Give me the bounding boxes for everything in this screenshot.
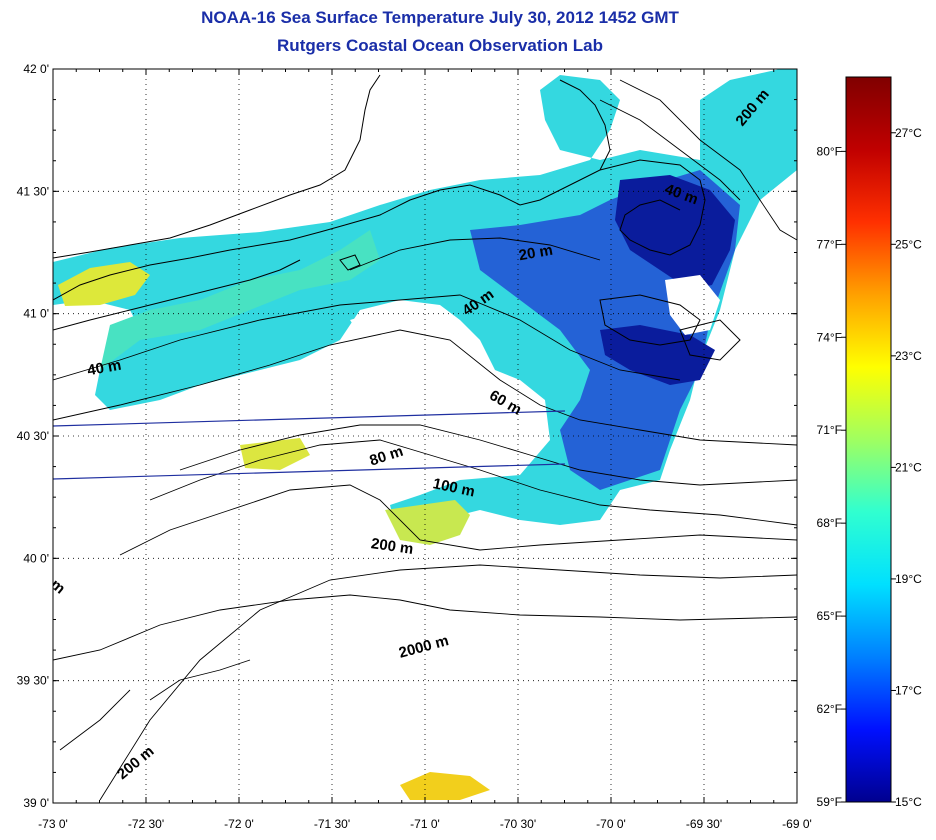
coastline-cape-cod (599, 159, 706, 256)
lon-tick-label: -70 0' (596, 817, 626, 831)
lon-tick-label: -71 0' (410, 817, 440, 831)
lon-tick-label: -73 0' (38, 817, 68, 831)
sst-patch-aqua (100, 230, 380, 370)
fahrenheit-label: 77°F (817, 237, 842, 251)
celsius-label: 17°C (895, 683, 922, 697)
sst-patch-cold-south (600, 325, 715, 385)
sst-patch-cloud-gap-2 (665, 275, 720, 335)
coastline-long-island (53, 224, 346, 331)
contour-line-200m-slope (99, 564, 797, 801)
lon-tick-label: -72 30' (128, 817, 164, 831)
map-subtitle: Rutgers Coastal Ocean Observation Lab (277, 36, 603, 55)
celsius-label: 27°C (895, 126, 922, 140)
contour-line-canyon (59, 659, 251, 751)
contour-line-80m (179, 424, 797, 486)
coastline-rhode-island-mass (344, 79, 611, 226)
longitude-tick-labels: -73 0' -72 30' -72 0' -71 30' -71 0' -70 30' -… (38, 817, 812, 831)
coastline (53, 74, 741, 361)
sst-patch-yellow-south (385, 500, 470, 545)
fahrenheit-label: 80°F (817, 144, 842, 158)
lat-tick-label: 39 0' (23, 796, 49, 810)
coastline-block-island (339, 254, 361, 271)
contour-line-20m (349, 237, 601, 271)
map-grid (53, 69, 797, 803)
coastline-islands (599, 294, 741, 361)
celsius-label: 25°C (895, 237, 922, 251)
bathymetry-contours (53, 79, 797, 801)
map-title: NOAA-16 Sea Surface Temperature July 30,… (201, 8, 679, 27)
colorbar: 27°C 25°C 23°C 21°C 19°C 17°C 15°C 80°F 77°F 74°F… (817, 76, 923, 809)
contour-line-100m (149, 439, 797, 526)
lat-tick-label: 39 30' (17, 674, 49, 688)
lon-tick-label: -72 0' (224, 817, 254, 831)
lon-tick-label: -71 30' (314, 817, 350, 831)
fahrenheit-label: 74°F (817, 330, 842, 344)
transect-line-south (53, 463, 566, 480)
contour-label: 20 m (518, 242, 555, 265)
sst-patch-cloud-gap-1 (350, 305, 480, 375)
lon-tick-label: -69 30' (686, 817, 722, 831)
lat-tick-label: 40 30' (17, 429, 49, 443)
coastline-connecticut (53, 74, 381, 259)
fahrenheit-label: 62°F (817, 702, 842, 716)
celsius-label: 15°C (895, 795, 922, 809)
lat-tick-label: 41 30' (17, 184, 49, 198)
map-frame-ticks (52, 68, 798, 804)
contour-label: 200 m (370, 535, 414, 558)
contour-line-2000m (53, 594, 797, 661)
celsius-label: 23°C (895, 349, 922, 363)
transect-lines (53, 410, 566, 480)
contour-line-200m-shelf (119, 484, 797, 556)
lat-tick-label: 41 0' (23, 307, 49, 321)
lon-tick-label: -69 0' (782, 817, 812, 831)
contour-line-40m-gulf (599, 99, 741, 201)
fahrenheit-label: 68°F (817, 516, 842, 530)
lat-tick-label: 40 0' (23, 551, 49, 565)
transect-line-north (53, 410, 566, 427)
contour-line-40m (53, 294, 681, 381)
celsius-label: 21°C (895, 460, 922, 474)
sst-patch-gold (400, 772, 490, 800)
contour-label: 40 m (86, 357, 123, 380)
sst-patch-yellow-west (58, 262, 150, 306)
celsius-label: 19°C (895, 572, 922, 586)
colorbar-labels: 27°C 25°C 23°C 21°C 19°C 17°C 15°C 80°F 77°F 74°F… (817, 126, 923, 809)
fahrenheit-label: 65°F (817, 609, 842, 623)
fahrenheit-label: 71°F (817, 423, 842, 437)
colorbar-ramp (845, 76, 892, 803)
lon-tick-label: -70 30' (500, 817, 536, 831)
lat-tick-label: 42 0' (23, 62, 49, 76)
contour-line-60m (53, 329, 797, 446)
contour-line-200m-gulf (619, 79, 797, 241)
fahrenheit-label: 59°F (817, 795, 842, 809)
colorbar-ticks (841, 132, 896, 803)
latitude-tick-labels: 42 0' 41 30' 41 0' 40 30' 40 0' 39 30' 39 0' (17, 62, 49, 810)
